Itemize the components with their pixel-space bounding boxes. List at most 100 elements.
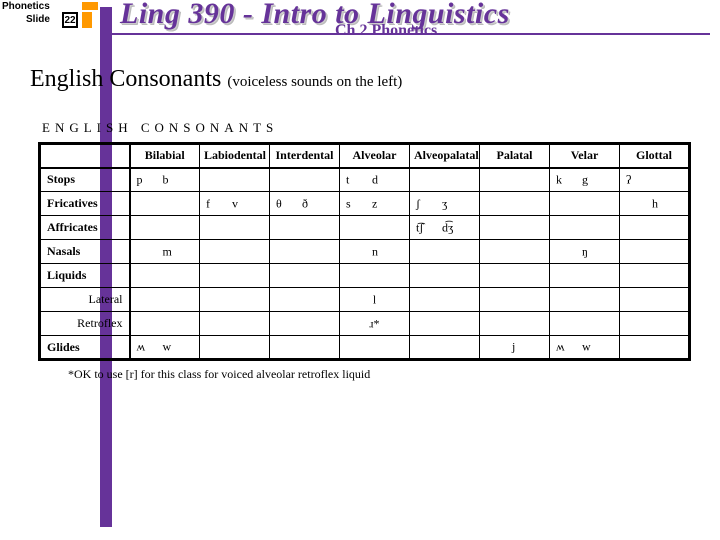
table-cell: [340, 216, 410, 240]
table-cell: [200, 264, 270, 288]
table-row: Fricativesfvθðszʃʒh: [40, 192, 690, 216]
table-row: Stopspbtdkgʔ: [40, 168, 690, 192]
table-cell: [480, 216, 550, 240]
table-cell: [200, 288, 270, 312]
table-cell: [480, 168, 550, 192]
voiced-sound: h: [652, 196, 658, 211]
row-stops: Stops: [40, 168, 130, 192]
voiced-sound: w: [582, 340, 591, 355]
table-cell: [620, 336, 690, 360]
table-cell: [410, 240, 480, 264]
table-cell: [270, 288, 340, 312]
sound: ɹ*: [370, 316, 380, 331]
table-body: StopspbtdkgʔFricativesfvθðszʃʒhAffricate…: [40, 168, 690, 360]
table-cell: [340, 336, 410, 360]
table-row: Liquids: [40, 264, 690, 288]
voiced-sound: j: [512, 340, 515, 355]
voiced-sound: d: [372, 172, 378, 187]
table-cell: [550, 192, 620, 216]
table-row: Affricatest͡ʃd͡ʒ: [40, 216, 690, 240]
row-fricatives: Fricatives: [40, 192, 130, 216]
col-palatal: Palatal: [480, 144, 550, 168]
table-cell: [480, 192, 550, 216]
row-nasals: Nasals: [40, 240, 130, 264]
table-caption: ENGLISH CONSONANTS: [42, 120, 690, 136]
voiced-sound: ð: [302, 196, 308, 211]
table-cell: [270, 168, 340, 192]
col-alveopalatal: Alveopalatal: [410, 144, 480, 168]
col-velar: Velar: [550, 144, 620, 168]
table-cell: [130, 288, 200, 312]
table-cell: n: [340, 240, 410, 264]
consonant-table-wrap: ENGLISH CONSONANTS BilabialLabiodentalIn…: [38, 120, 690, 382]
voiced-sound: ʒ: [442, 196, 447, 211]
voiceless-sound: t͡ʃ: [416, 220, 423, 235]
table-cell: θð: [270, 192, 340, 216]
table-cell: h: [620, 192, 690, 216]
voiced-sound: v: [232, 196, 238, 211]
col-labiodental: Labiodental: [200, 144, 270, 168]
table-cell: [620, 264, 690, 288]
table-cell: [410, 312, 480, 336]
table-cell: [130, 312, 200, 336]
slide-title-main: English Consonants: [30, 66, 221, 92]
table-cell: [200, 312, 270, 336]
table-cell: [270, 240, 340, 264]
slide-label: Slide: [26, 14, 50, 25]
table-cell: [270, 216, 340, 240]
table-cell: ʍw: [550, 336, 620, 360]
table-cell: ŋ: [550, 240, 620, 264]
table-header-row: BilabialLabiodentalInterdentalAlveolarAl…: [40, 144, 690, 168]
table-cell: [130, 264, 200, 288]
header-rule: [100, 33, 710, 35]
voiceless-sound: θ: [276, 196, 282, 211]
table-corner: [40, 144, 130, 168]
voiced-sound: d͡ʒ: [442, 220, 453, 235]
table-cell: [480, 240, 550, 264]
table-cell: [550, 216, 620, 240]
table-cell: [480, 312, 550, 336]
voiced-sound: ŋ: [582, 244, 588, 259]
table-cell: ɹ*: [340, 312, 410, 336]
row-glides: Glides: [40, 336, 130, 360]
table-cell: [200, 216, 270, 240]
voiceless-sound: ʍ: [137, 340, 146, 355]
topic-label: Phonetics: [2, 1, 50, 12]
voiceless-sound: ʔ: [626, 172, 631, 187]
voiceless-sound: ʃ: [416, 196, 420, 211]
table-cell: [130, 216, 200, 240]
voiced-sound: b: [163, 172, 169, 187]
table-cell: [200, 336, 270, 360]
table-cell: [410, 336, 480, 360]
slide-number: 22: [62, 12, 78, 28]
table-footnote: *OK to use [r] for this class for voiced…: [68, 367, 690, 382]
voiced-sound: m: [163, 244, 172, 259]
voiced-sound: g: [582, 172, 588, 187]
col-alveolar: Alveolar: [340, 144, 410, 168]
table-cell: [480, 264, 550, 288]
slide-title: English Consonants (voiceless sounds on …: [30, 66, 402, 93]
table-cell: [270, 312, 340, 336]
table-cell: sz: [340, 192, 410, 216]
table-cell: [550, 288, 620, 312]
table-cell: [410, 168, 480, 192]
voiced-sound: w: [163, 340, 172, 355]
voiceless-sound: p: [137, 172, 143, 187]
voiceless-sound: k: [556, 172, 562, 187]
table-cell: [340, 264, 410, 288]
table-cell: [410, 264, 480, 288]
col-glottal: Glottal: [620, 144, 690, 168]
table-cell: [620, 216, 690, 240]
table-cell: [620, 288, 690, 312]
table-cell: ʍw: [130, 336, 200, 360]
table-cell: [130, 192, 200, 216]
consonant-table: BilabialLabiodentalInterdentalAlveolarAl…: [38, 142, 691, 361]
table-row: Retroflex ɹ*: [40, 312, 690, 336]
voiced-sound: z: [372, 196, 377, 211]
table-cell: [620, 240, 690, 264]
row-retroflex: Retroflex: [40, 312, 130, 336]
col-interdental: Interdental: [270, 144, 340, 168]
table-cell: j: [480, 336, 550, 360]
table-cell: ʔ: [620, 168, 690, 192]
table-cell: [200, 240, 270, 264]
